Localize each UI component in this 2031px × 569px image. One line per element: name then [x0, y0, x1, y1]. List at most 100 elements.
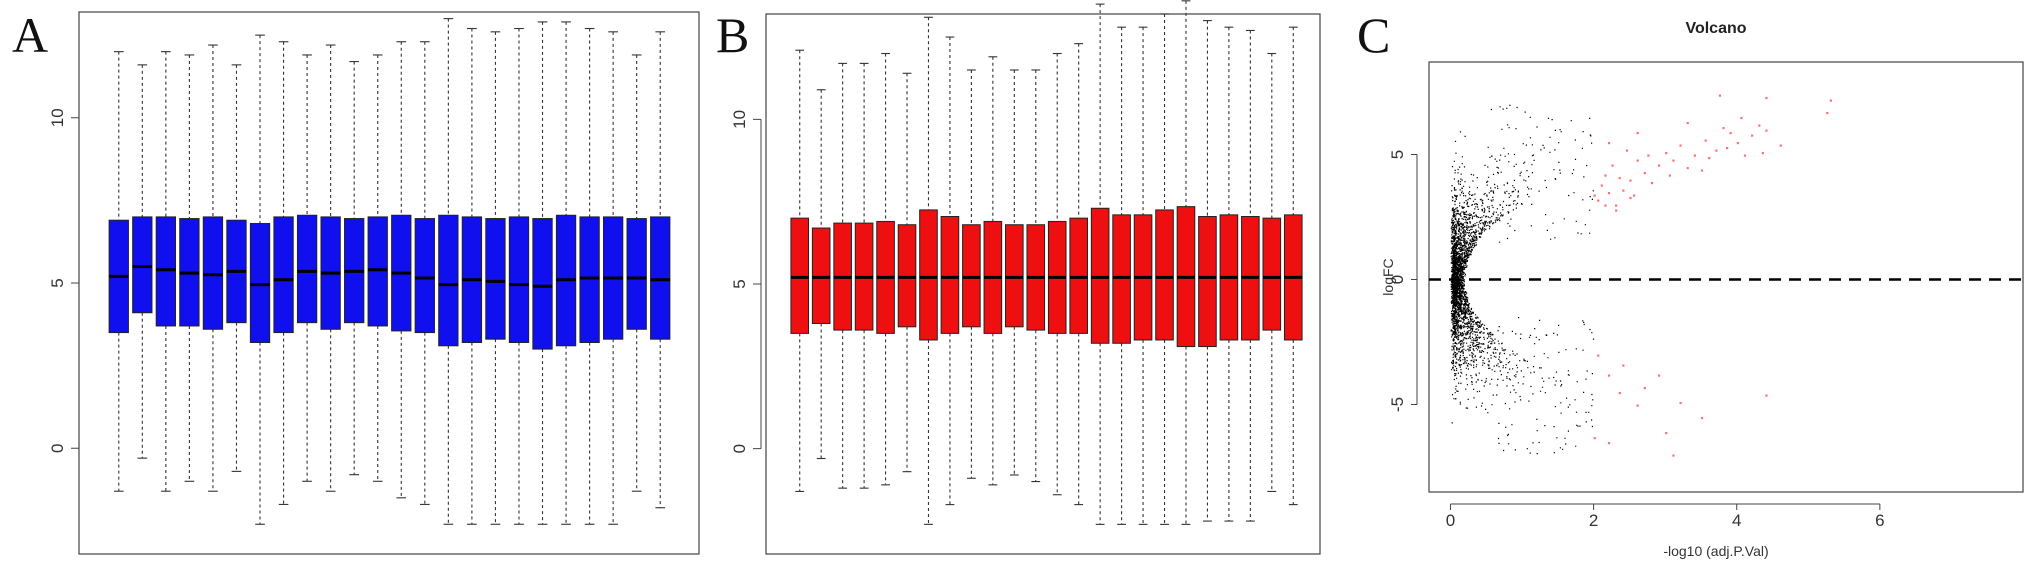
panel-a-label: A — [12, 7, 48, 63]
box-a-18 — [508, 27, 530, 525]
significant-point — [1686, 122, 1689, 125]
box-a-7 — [249, 34, 271, 525]
y-tick-label: -5 — [1388, 397, 1407, 412]
significant-point — [1740, 117, 1743, 120]
significant-point — [1632, 194, 1636, 197]
significant-point — [1615, 204, 1618, 207]
box-body — [155, 216, 177, 327]
significant-point — [1700, 417, 1704, 420]
y-tick-label: 5 — [1388, 150, 1407, 159]
box-body — [790, 217, 810, 334]
panel-b-label: B — [716, 7, 749, 63]
volcano-points — [1450, 94, 1832, 457]
box-b-16 — [1112, 26, 1131, 525]
y-tick-label: 5 — [48, 278, 67, 287]
significant-point — [1618, 177, 1621, 180]
box-a-16 — [461, 27, 483, 525]
box-b-18 — [1155, 13, 1174, 525]
x-tick-label: 6 — [1875, 511, 1884, 530]
y-axis-a: 0 5 10 — [48, 108, 80, 453]
significant-point — [1643, 387, 1646, 390]
significant-point — [1607, 442, 1611, 445]
box-b-2 — [811, 89, 831, 460]
significant-point — [1643, 172, 1646, 175]
y-tick-label: 0 — [730, 444, 749, 453]
significant-point — [1715, 149, 1718, 152]
box-a-24 — [650, 31, 671, 509]
significant-point — [1779, 144, 1782, 147]
box-a-6 — [226, 64, 247, 472]
box-a-11 — [344, 61, 365, 476]
significant-point — [1622, 364, 1625, 367]
significant-point — [1636, 159, 1639, 162]
significant-point — [1604, 174, 1607, 177]
box-a-2 — [132, 64, 153, 459]
panel-c-label: C — [1357, 7, 1390, 63]
significant-point — [1668, 174, 1671, 177]
significant-point — [1597, 354, 1600, 357]
significant-point — [1625, 149, 1629, 152]
significant-point — [1615, 209, 1618, 212]
significant-point — [1765, 97, 1768, 100]
box-a-23 — [626, 54, 647, 492]
significant-point — [1718, 94, 1722, 97]
box-body — [367, 216, 388, 327]
box-body — [1112, 214, 1131, 344]
box-b-11 — [1005, 69, 1024, 476]
box-b-5 — [876, 52, 895, 486]
significant-point — [1765, 394, 1768, 397]
significant-point — [1622, 189, 1625, 192]
box-body — [919, 209, 938, 341]
significant-point — [1672, 159, 1675, 162]
box-body — [626, 218, 647, 330]
significant-point — [1704, 139, 1707, 142]
box-a-20 — [555, 21, 577, 525]
boxes-a — [108, 18, 671, 525]
plot-frame-b — [765, 13, 1321, 555]
box-a-1 — [108, 51, 129, 492]
box-body — [811, 227, 831, 325]
significant-point — [1611, 164, 1614, 167]
box-body — [579, 216, 600, 343]
box-body — [962, 224, 981, 328]
box-body — [1198, 216, 1217, 348]
box-body — [1262, 217, 1282, 331]
plot-frame-c — [1428, 61, 2024, 493]
box-b-4 — [854, 62, 874, 489]
box-body — [1069, 217, 1088, 334]
box-body — [508, 216, 530, 343]
box-b-8 — [940, 36, 960, 506]
significant-point — [1665, 432, 1668, 435]
box-b-14 — [1069, 43, 1088, 506]
significant-point — [1761, 152, 1764, 155]
boxplot-a: 0 5 10 — [48, 11, 700, 555]
box-a-17 — [485, 31, 506, 525]
box-body — [650, 216, 671, 340]
box-body — [438, 214, 459, 347]
box-body — [273, 216, 294, 334]
y-tick-label: 10 — [48, 108, 67, 127]
box-a-3 — [155, 51, 177, 492]
volcano-axes: 0 2 4 6 -5 0 5 — [1388, 150, 2023, 530]
significant-point — [1672, 454, 1675, 457]
significant-point — [1636, 404, 1639, 407]
significant-point — [1679, 144, 1682, 147]
box-body — [414, 218, 435, 334]
box-body — [296, 214, 318, 324]
box-b-23 — [1262, 52, 1282, 492]
box-a-5 — [202, 44, 224, 492]
volcano-ylabel: logFC — [1380, 258, 1396, 295]
box-a-22 — [602, 31, 624, 525]
x-tick-label: 4 — [1732, 511, 1741, 530]
significant-point — [1647, 154, 1650, 157]
significant-point — [1686, 167, 1689, 170]
significant-point — [1722, 127, 1725, 130]
y-tick-label: 5 — [730, 279, 749, 288]
box-b-10 — [983, 56, 1003, 486]
box-a-21 — [579, 27, 600, 525]
significant-point — [1736, 142, 1739, 145]
box-b-6 — [897, 72, 917, 473]
y-axis-b: 0 5 10 — [730, 110, 762, 453]
significant-point — [1700, 169, 1704, 172]
